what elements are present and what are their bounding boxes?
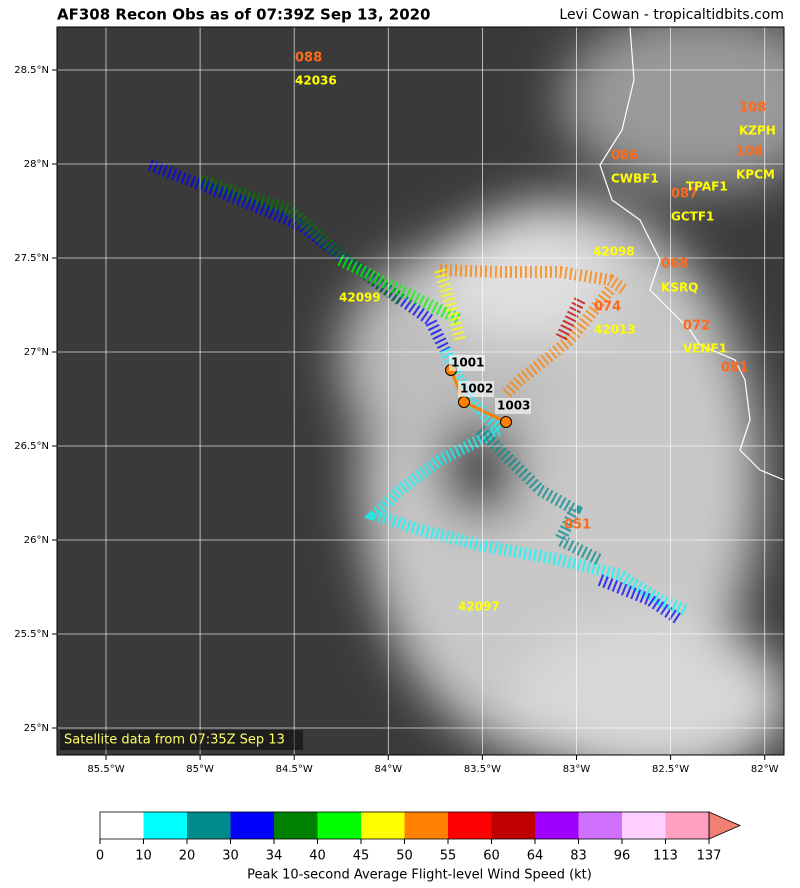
station-wind: 074 — [594, 300, 621, 315]
colorbar-segment — [578, 812, 623, 839]
station-id: 42099 — [339, 291, 381, 305]
pressure-label: 1003 — [497, 399, 530, 413]
colorbar-tick-label: 20 — [179, 849, 196, 864]
colorbar-tick-label: 50 — [396, 849, 413, 864]
station-id: VENF1 — [683, 342, 727, 356]
station-id: 42036 — [295, 74, 337, 88]
y-tick-label: 28°N — [24, 159, 49, 170]
colorbar-segment — [100, 812, 144, 839]
center-fix — [500, 416, 512, 428]
satellite-note: Satellite data from 07:35Z Sep 13 — [64, 733, 285, 748]
colorbar-tick-label: 96 — [614, 849, 631, 864]
colorbar-tick-label: 34 — [266, 849, 283, 864]
colorbar-tick-label: 45 — [353, 849, 370, 864]
station-id: 42098 — [593, 245, 635, 259]
colorbar-segment — [230, 812, 275, 839]
colorbar-segment — [491, 812, 536, 839]
colorbar-segment — [187, 812, 231, 839]
colorbar-segment — [143, 812, 188, 839]
x-tick-label: 85.5°W — [87, 764, 124, 775]
title: AF308 Recon Obs as of 07:39Z Sep 13, 202… — [57, 6, 431, 24]
station-wind: 108 — [739, 101, 766, 116]
station-wind: 051 — [564, 518, 591, 533]
station-id: GCTF1 — [671, 210, 714, 224]
colorbar-arrow — [708, 811, 742, 840]
station-id: KZPH — [739, 124, 776, 138]
coastline — [599, 27, 784, 481]
track-segment — [500, 286, 615, 400]
track-segment — [439, 264, 629, 295]
track-segment — [434, 268, 466, 342]
y-tick-label: 27°N — [24, 347, 49, 358]
pressure-label: 1001 — [451, 356, 484, 370]
note-box — [60, 730, 303, 750]
track-segment — [475, 425, 603, 566]
colorbar-label: Peak 10-second Average Flight-level Wind… — [247, 868, 592, 883]
track-segment — [147, 159, 451, 353]
station-wind: 072 — [683, 319, 710, 334]
colorbar-segment — [535, 812, 579, 839]
colorbar-tick-label: 55 — [440, 849, 457, 864]
x-tick-label: 82.5°W — [652, 764, 689, 775]
center-fix — [458, 396, 470, 408]
credit: Levi Cowan - tropicaltidbits.com — [559, 7, 784, 23]
pressure-box — [458, 381, 494, 397]
colorbar-tick-label: 40 — [309, 849, 326, 864]
x-tick-label: 82°W — [751, 764, 779, 775]
station-id: KSRQ — [661, 281, 698, 295]
station-id: KPCM — [736, 168, 775, 182]
station-wind: 081 — [721, 361, 748, 376]
pressure-box — [495, 398, 531, 414]
colorbar-tick-label: 0 — [96, 849, 104, 864]
x-tick-label: 83°W — [563, 764, 591, 775]
station-id: CWBF1 — [611, 172, 659, 186]
colorbar-segment — [448, 812, 492, 839]
y-tick-label: 25.5°N — [14, 629, 49, 640]
station-wind: 087 — [671, 187, 698, 202]
y-tick-label: 26.5°N — [14, 441, 49, 452]
station-id: 42013 — [594, 323, 636, 337]
track-segment — [363, 347, 688, 616]
y-tick-label: 26°N — [24, 535, 49, 546]
x-tick-label: 85°W — [186, 764, 214, 775]
x-tick-label: 84.5°W — [276, 764, 313, 775]
colorbar-segment — [665, 812, 710, 839]
colorbar-segment — [317, 812, 362, 839]
station-wind: 068 — [661, 257, 688, 272]
colorbar-segment — [361, 812, 405, 839]
station-id: 42097 — [458, 600, 500, 614]
colorbar-segment — [274, 812, 318, 839]
station-wind: 108 — [736, 145, 763, 160]
colorbar-tick-label: 83 — [570, 849, 587, 864]
y-tick-label: 28.5°N — [14, 65, 49, 76]
x-tick-label: 84°W — [374, 764, 402, 775]
y-tick-label: 25°N — [24, 723, 49, 734]
colorbar-tick-label: 137 — [697, 849, 722, 864]
colorbar-segment — [404, 812, 449, 839]
colorbar-segment — [622, 812, 666, 839]
colorbar-tick-label: 10 — [135, 849, 152, 864]
station-wind: 086 — [611, 149, 638, 164]
pressure-label: 1002 — [460, 382, 493, 396]
colorbar-tick-label: 113 — [653, 849, 678, 864]
map — [57, 27, 784, 755]
station-id: TPAF1 — [686, 180, 728, 194]
station-wind: 088 — [295, 51, 322, 66]
colorbar-tick-label: 64 — [527, 849, 544, 864]
y-tick-label: 27.5°N — [14, 253, 49, 264]
colorbar-tick-label: 30 — [222, 849, 239, 864]
pressure-box — [449, 355, 485, 371]
colorbar-tick-label: 60 — [483, 849, 500, 864]
x-tick-label: 83.5°W — [464, 764, 501, 775]
map-frame — [56, 26, 785, 756]
